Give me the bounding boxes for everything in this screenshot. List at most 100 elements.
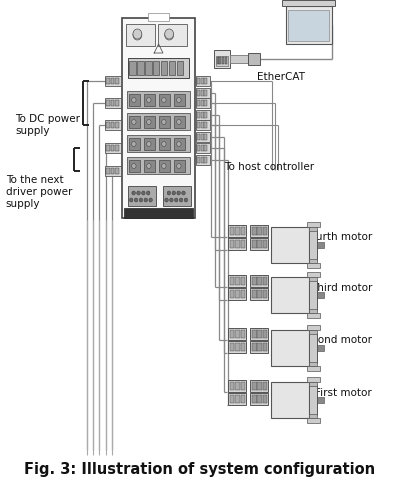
Bar [144, 116, 155, 128]
Bar [257, 330, 262, 338]
Bar [235, 382, 240, 390]
Bar [263, 240, 267, 248]
Bar [129, 116, 140, 128]
Text: Second motor: Second motor [299, 335, 372, 345]
Bar [308, 333, 317, 363]
Circle shape [139, 198, 143, 202]
Bar [173, 116, 185, 128]
Bar [307, 418, 320, 423]
Bar [257, 395, 262, 403]
Bar [241, 277, 245, 285]
Circle shape [144, 198, 148, 202]
Bar [196, 98, 210, 108]
Text: Third motor: Third motor [311, 283, 372, 293]
Bar [271, 227, 308, 263]
Bar [308, 309, 317, 313]
Bar [196, 88, 210, 98]
Bar [129, 138, 140, 150]
Bar [137, 61, 144, 75]
Bar [308, 385, 317, 415]
Bar [282, 0, 335, 6]
Bar [228, 393, 246, 405]
Bar [201, 134, 204, 140]
Bar [235, 395, 240, 403]
Bar [235, 277, 240, 285]
Bar [228, 288, 246, 300]
Bar [196, 155, 210, 165]
Bar [252, 395, 256, 403]
Bar [235, 290, 240, 298]
Bar [251, 341, 268, 353]
Bar [128, 58, 189, 78]
Bar [251, 380, 268, 392]
Bar [230, 330, 235, 338]
Bar [307, 313, 320, 318]
Circle shape [177, 142, 181, 147]
Bar [251, 275, 268, 287]
Circle shape [172, 191, 175, 195]
Text: To the next
driver power
supply: To the next driver power supply [6, 175, 72, 209]
Bar [197, 134, 200, 140]
Bar [173, 94, 185, 106]
Bar [144, 160, 155, 172]
Circle shape [146, 163, 151, 168]
Bar [204, 122, 207, 128]
Bar [263, 227, 267, 235]
Bar [127, 113, 190, 130]
Bar [169, 61, 175, 75]
Bar [288, 10, 329, 41]
Bar [106, 100, 110, 106]
Bar [308, 330, 317, 334]
Bar [201, 122, 204, 128]
Bar [158, 94, 170, 106]
Bar [241, 240, 245, 248]
Bar [230, 395, 235, 403]
Bar [318, 242, 324, 248]
Bar [196, 120, 210, 130]
Bar [228, 238, 246, 250]
Bar [145, 61, 152, 75]
Circle shape [177, 119, 181, 124]
Bar [252, 240, 256, 248]
Bar [177, 61, 183, 75]
Bar [153, 61, 160, 75]
Bar [230, 55, 248, 63]
Bar [111, 100, 114, 106]
Circle shape [137, 191, 140, 195]
Bar [204, 78, 207, 84]
Bar [307, 366, 320, 371]
Bar [252, 343, 256, 351]
Bar [228, 380, 246, 392]
Bar [124, 208, 193, 218]
Circle shape [146, 119, 151, 124]
Bar [158, 116, 170, 128]
Bar [196, 132, 210, 142]
Bar [201, 112, 204, 118]
Bar [308, 259, 317, 263]
Circle shape [162, 119, 166, 124]
Bar [318, 292, 324, 298]
Bar [204, 134, 207, 140]
Bar [158, 138, 170, 150]
Bar [204, 90, 207, 96]
Bar [271, 382, 308, 418]
Bar [204, 145, 207, 151]
Bar [251, 288, 268, 300]
Circle shape [129, 198, 133, 202]
Bar [263, 395, 267, 403]
Bar [263, 382, 267, 390]
Bar [106, 145, 110, 151]
Bar [106, 168, 110, 174]
Text: PC: PC [301, 8, 317, 21]
Bar [257, 343, 262, 351]
Bar [235, 330, 240, 338]
Bar [318, 345, 324, 351]
Circle shape [177, 97, 181, 102]
Bar [105, 98, 121, 108]
Bar [197, 145, 200, 151]
Circle shape [132, 142, 136, 147]
Circle shape [132, 191, 135, 195]
Bar [271, 277, 308, 313]
Bar [122, 18, 195, 218]
Bar [144, 94, 155, 106]
